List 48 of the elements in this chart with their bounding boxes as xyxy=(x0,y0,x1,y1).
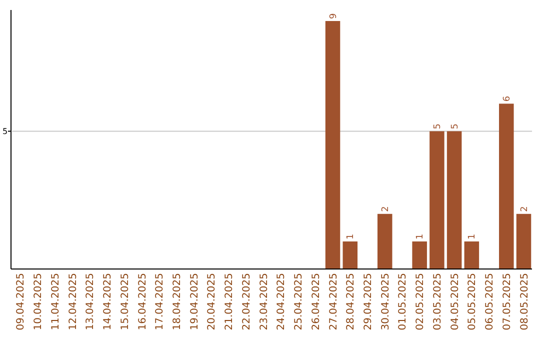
data-label: 2 xyxy=(520,206,530,212)
x-tick-label: 17.04.2025 xyxy=(154,273,166,330)
x-tick-label: 16.04.2025 xyxy=(137,273,148,330)
x-tick-label: 20.04.2025 xyxy=(206,273,218,330)
bar xyxy=(412,241,427,269)
x-tick-label: 26.04.2025 xyxy=(310,273,322,330)
x-tick-label: 08.05.2025 xyxy=(519,273,530,330)
x-tick-label: 23.04.2025 xyxy=(258,273,270,330)
x-tick-label: 30.04.2025 xyxy=(380,273,392,330)
x-tick-label: 13.04.2025 xyxy=(85,273,96,330)
bar xyxy=(464,241,480,269)
bar xyxy=(430,131,444,269)
data-label: 2 xyxy=(380,206,391,212)
bar xyxy=(446,131,462,269)
x-tick-label: 25.04.2025 xyxy=(294,273,305,330)
bar xyxy=(499,104,514,269)
x-tick-label: 21.04.2025 xyxy=(224,273,236,330)
x-tick-label: 12.04.2025 xyxy=(68,273,79,330)
x-tick-label: 22.04.2025 xyxy=(241,273,252,330)
data-label: 1 xyxy=(416,234,426,240)
data-label: 1 xyxy=(346,234,356,240)
data-label: 1 xyxy=(468,234,478,240)
bar xyxy=(325,21,340,269)
data-label: 6 xyxy=(502,96,512,102)
x-tick-label: 03.05.2025 xyxy=(432,273,444,330)
x-tick-label: 05.05.2025 xyxy=(467,273,478,330)
x-tick-label: 02.05.2025 xyxy=(415,273,426,330)
x-tick-label: 01.05.2025 xyxy=(398,273,409,330)
x-tick-label: 09.04.2025 xyxy=(16,273,27,330)
x-tick-label: 10.04.2025 xyxy=(33,273,44,330)
x-tick-label: 18.04.2025 xyxy=(172,273,184,330)
data-label: 5 xyxy=(450,124,460,130)
data-label: 5 xyxy=(432,124,443,130)
x-tick-label: 24.04.2025 xyxy=(276,273,288,330)
bar xyxy=(342,241,358,269)
x-tick-label: 04.05.2025 xyxy=(450,273,461,330)
bar xyxy=(516,214,532,269)
x-tick-label: 11.04.2025 xyxy=(50,273,62,330)
bar xyxy=(377,214,392,269)
x-tick-label: 07.05.2025 xyxy=(502,273,513,330)
x-tick-label: 27.04.2025 xyxy=(328,273,340,330)
x-tick-label: 19.04.2025 xyxy=(189,273,200,330)
x-tick-label: 14.04.2025 xyxy=(102,273,114,330)
x-tick-label: 29.04.2025 xyxy=(362,273,374,330)
data-label: 9 xyxy=(328,13,339,20)
x-tick-label: 06.05.2025 xyxy=(484,273,496,330)
x-tick-label: 28.04.2025 xyxy=(346,273,357,330)
x-tick-label: 15.04.2025 xyxy=(120,273,131,330)
